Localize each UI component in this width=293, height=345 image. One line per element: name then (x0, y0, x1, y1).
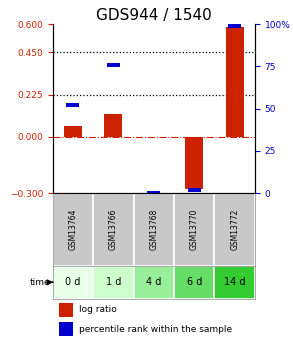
Bar (226, 27, 244, 137)
Bar (64, 126, 82, 137)
Bar (107, 63, 120, 67)
Bar (185, 137, 203, 189)
Title: GDS944 / 1540: GDS944 / 1540 (96, 8, 212, 23)
Bar (147, 191, 160, 195)
Bar (53, 193, 93, 266)
Bar (214, 266, 255, 299)
Text: percentile rank within the sample: percentile rank within the sample (79, 325, 232, 334)
Text: GSM13772: GSM13772 (230, 209, 239, 250)
Text: log ratio: log ratio (79, 305, 117, 314)
Bar (214, 193, 255, 266)
Bar (134, 193, 174, 266)
Text: 14 d: 14 d (224, 277, 246, 287)
Bar (93, 193, 134, 266)
Text: GSM13768: GSM13768 (149, 209, 158, 250)
Bar (188, 188, 201, 192)
Text: GSM13764: GSM13764 (69, 209, 77, 250)
Text: GSM13770: GSM13770 (190, 209, 199, 250)
Bar (228, 24, 241, 28)
Text: 0 d: 0 d (65, 277, 81, 287)
Bar (59, 322, 73, 336)
Bar (134, 266, 174, 299)
Bar (174, 193, 214, 266)
Bar (67, 103, 79, 107)
Bar (59, 303, 73, 316)
Bar (174, 266, 214, 299)
Text: 4 d: 4 d (146, 277, 161, 287)
Text: 1 d: 1 d (106, 277, 121, 287)
Bar (104, 114, 122, 137)
Text: GSM13766: GSM13766 (109, 209, 118, 250)
Text: time: time (30, 278, 51, 287)
Text: 6 d: 6 d (187, 277, 202, 287)
Bar (53, 266, 93, 299)
Bar (93, 266, 134, 299)
